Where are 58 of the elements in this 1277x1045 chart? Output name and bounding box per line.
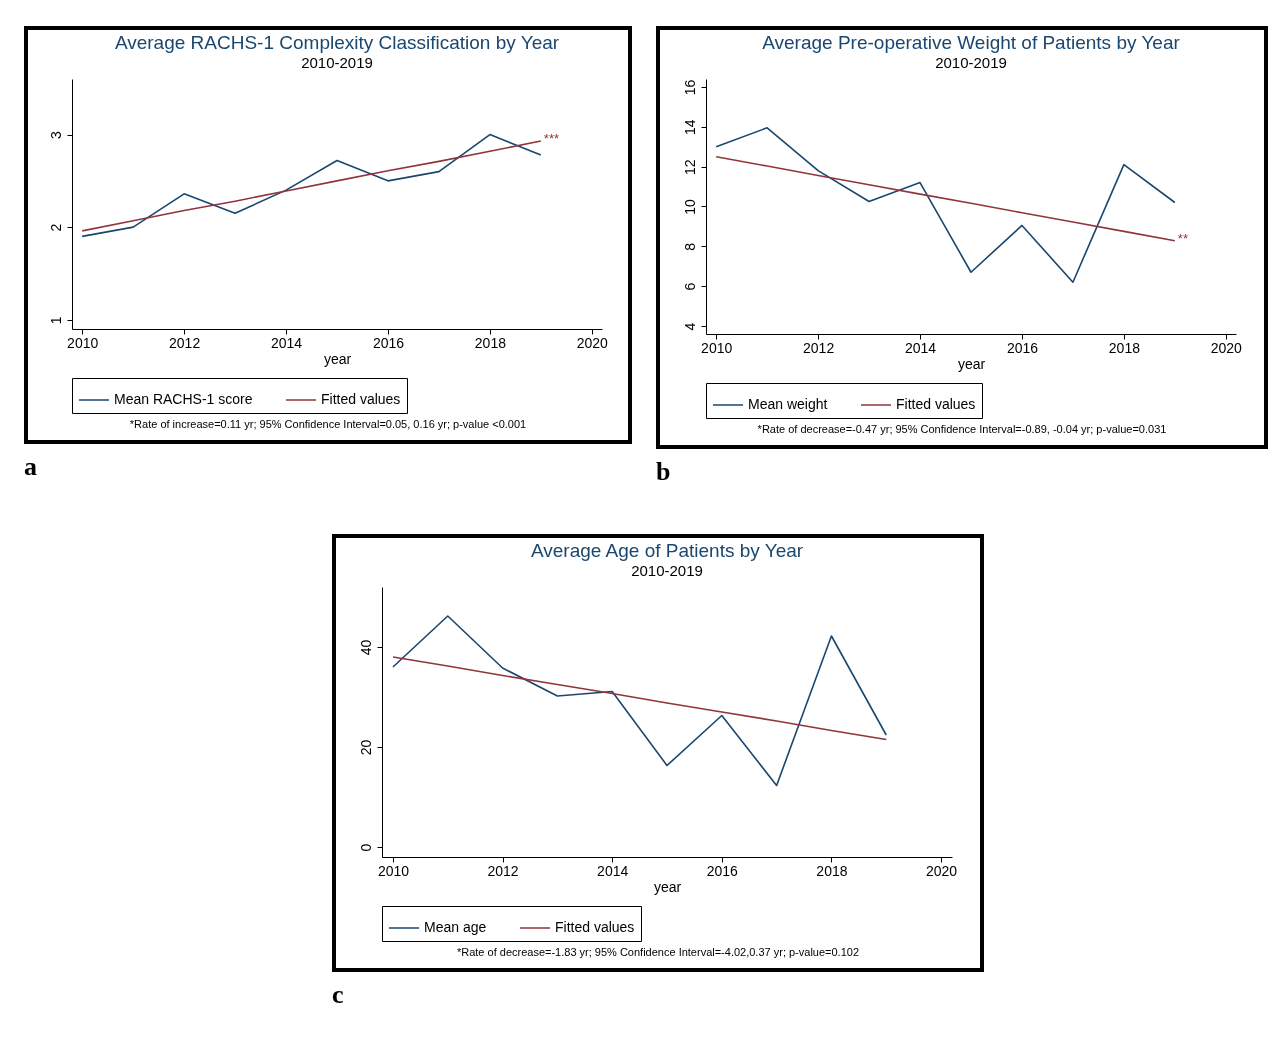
chart-title: Average RACHS-1 Complexity Classification by Year bbox=[114, 32, 560, 53]
y-tick-label: 10 bbox=[681, 199, 697, 215]
x-tick-label: 2020 bbox=[925, 862, 958, 879]
chart-title: Average Age of Patients by Year bbox=[530, 540, 804, 561]
legend-label: Fitted values bbox=[321, 391, 401, 407]
x-tick-label: 2010 bbox=[67, 334, 99, 351]
x-tick-label: 2016 bbox=[372, 334, 405, 351]
text: *Rate of increase=0.11 yr; 95% Confidence Interval=0.05, 0.16 yr; p-value <0.001 bbox=[128, 418, 528, 430]
x-tick-label: 2014 bbox=[904, 339, 936, 356]
y-tick-label: 40 bbox=[357, 639, 374, 656]
x-tick-label: 2020 bbox=[576, 334, 609, 351]
line-series bbox=[714, 127, 1176, 283]
y-tick-label: 20 bbox=[357, 739, 374, 756]
text: c bbox=[332, 980, 345, 1010]
x-tick-label: 2018 bbox=[1108, 339, 1140, 356]
chart-title: Average Pre-operative Weight of Patients by Year bbox=[761, 32, 1180, 53]
x-axis-title: year bbox=[323, 350, 352, 367]
y-tick-label: 4 bbox=[681, 322, 697, 331]
line-series bbox=[392, 615, 888, 787]
x-tick-label: 2018 bbox=[816, 862, 848, 879]
y-tick-label: 14 bbox=[681, 119, 697, 136]
annotation: *** bbox=[543, 131, 560, 147]
x-tick-label: 2010 bbox=[377, 862, 410, 879]
x-axis-title: year bbox=[653, 878, 682, 895]
y-tick-label: 2 bbox=[47, 223, 64, 232]
y-tick-label: 12 bbox=[681, 159, 697, 175]
x-tick-label: 2014 bbox=[270, 334, 303, 351]
chart-subtitle: 2010-2019 bbox=[301, 54, 373, 71]
x-tick-label: 2012 bbox=[802, 339, 834, 356]
line-series bbox=[714, 155, 1176, 242]
y-tick-label: 3 bbox=[47, 130, 64, 139]
x-tick-label: 2016 bbox=[1006, 339, 1038, 356]
y-tick-label: 6 bbox=[681, 282, 697, 291]
x-tick-label: 2012 bbox=[487, 862, 519, 879]
y-tick-label: 16 bbox=[681, 79, 697, 96]
x-tick-label: 2018 bbox=[474, 334, 507, 351]
legend-label: Mean RACHS-1 score bbox=[114, 391, 253, 407]
y-tick-label: 1 bbox=[47, 316, 64, 325]
x-tick-label: 2016 bbox=[706, 862, 739, 879]
x-tick-label: 2010 bbox=[700, 339, 732, 356]
annotation: ** bbox=[1177, 230, 1188, 246]
text: b bbox=[656, 457, 672, 487]
legend-label: Mean weight bbox=[747, 396, 827, 412]
legend-label: Fitted values bbox=[895, 396, 975, 412]
x-tick-label: 2012 bbox=[169, 334, 201, 351]
x-tick-label: 2014 bbox=[597, 862, 629, 879]
chart-subtitle: 2010-2019 bbox=[934, 54, 1007, 71]
x-axis-title: year bbox=[957, 355, 985, 372]
y-tick-label: 0 bbox=[357, 843, 374, 852]
y-tick-label: 8 bbox=[681, 242, 697, 251]
text: *Rate of decrease=-0.47 yr; 95% Confidence Interval=-0.89, -0.04 yr; p-value=0.031 bbox=[756, 423, 1168, 435]
text: a bbox=[24, 452, 38, 482]
legend-label: Mean age bbox=[424, 919, 487, 935]
chart-subtitle: 2010-2019 bbox=[631, 562, 703, 579]
legend-label: Fitted values bbox=[555, 919, 635, 935]
text: *Rate of decrease=-1.83 yr; 95% Confidence Interval=-4.02,0.37 yr; p-value=0.102 bbox=[455, 946, 861, 958]
x-tick-label: 2020 bbox=[1210, 339, 1242, 356]
line-series bbox=[392, 656, 888, 741]
